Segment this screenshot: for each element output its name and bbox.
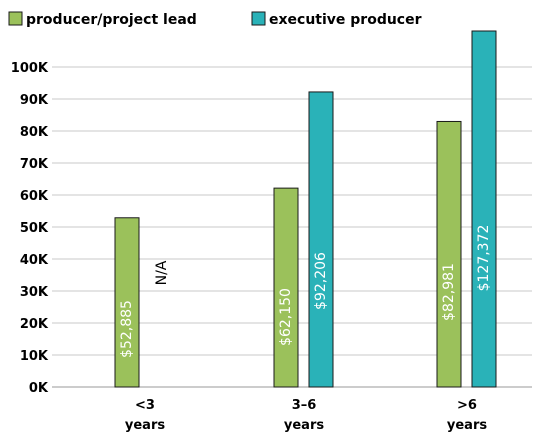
data-labels: $52,885 N/A $62,150 $92,206 $82,981 $127,372 [119, 225, 492, 358]
x-tick-label: years [447, 418, 487, 433]
y-axis-ticks: 0K 10K 20K 30K 40K 50K 60K 70K 80K 90K 100K [11, 61, 49, 396]
y-tick-label: 100K [11, 61, 49, 76]
x-tick-label: >6 [457, 398, 477, 413]
y-tick-label: 40K [20, 253, 49, 268]
y-tick-label: 90K [20, 93, 49, 108]
y-tick-label: 70K [20, 157, 49, 172]
x-axis-ticks: <3 years 3–6 years >6 years [125, 398, 487, 433]
y-tick-label: 50K [20, 221, 49, 236]
bar-value-label: $82,981 [441, 263, 457, 321]
bar-producer-1 [273, 187, 299, 388]
bar-executive-2 [471, 30, 497, 388]
x-tick-label: <3 [135, 398, 155, 413]
bar-producer-2 [436, 120, 462, 388]
x-tick-label: 3–6 [292, 398, 317, 413]
bar-producer-0 [114, 217, 140, 388]
y-tick-label: 20K [20, 317, 49, 332]
bars [114, 30, 497, 388]
x-tick-label: years [284, 418, 324, 433]
y-tick-label: 10K [20, 349, 49, 364]
legend-label: executive producer [269, 12, 422, 28]
legend-label: producer/project lead [26, 12, 197, 28]
bar-value-label: $52,885 [119, 300, 135, 358]
y-tick-label: 60K [20, 189, 49, 204]
legend: producer/project lead executive producer [8, 11, 422, 28]
y-tick-label: 30K [20, 285, 49, 300]
bar-executive-1 [308, 91, 334, 388]
bar-value-label: $62,150 [278, 288, 294, 346]
legend-swatch [251, 11, 266, 26]
y-tick-label: 80K [20, 125, 49, 140]
legend-swatch [8, 11, 23, 26]
x-tick-label: years [125, 418, 165, 433]
y-tick-label: 0K [29, 381, 49, 396]
bar-value-label: $127,372 [476, 225, 492, 292]
na-label: N/A [154, 260, 170, 285]
bar-value-label: $92,206 [313, 252, 329, 310]
